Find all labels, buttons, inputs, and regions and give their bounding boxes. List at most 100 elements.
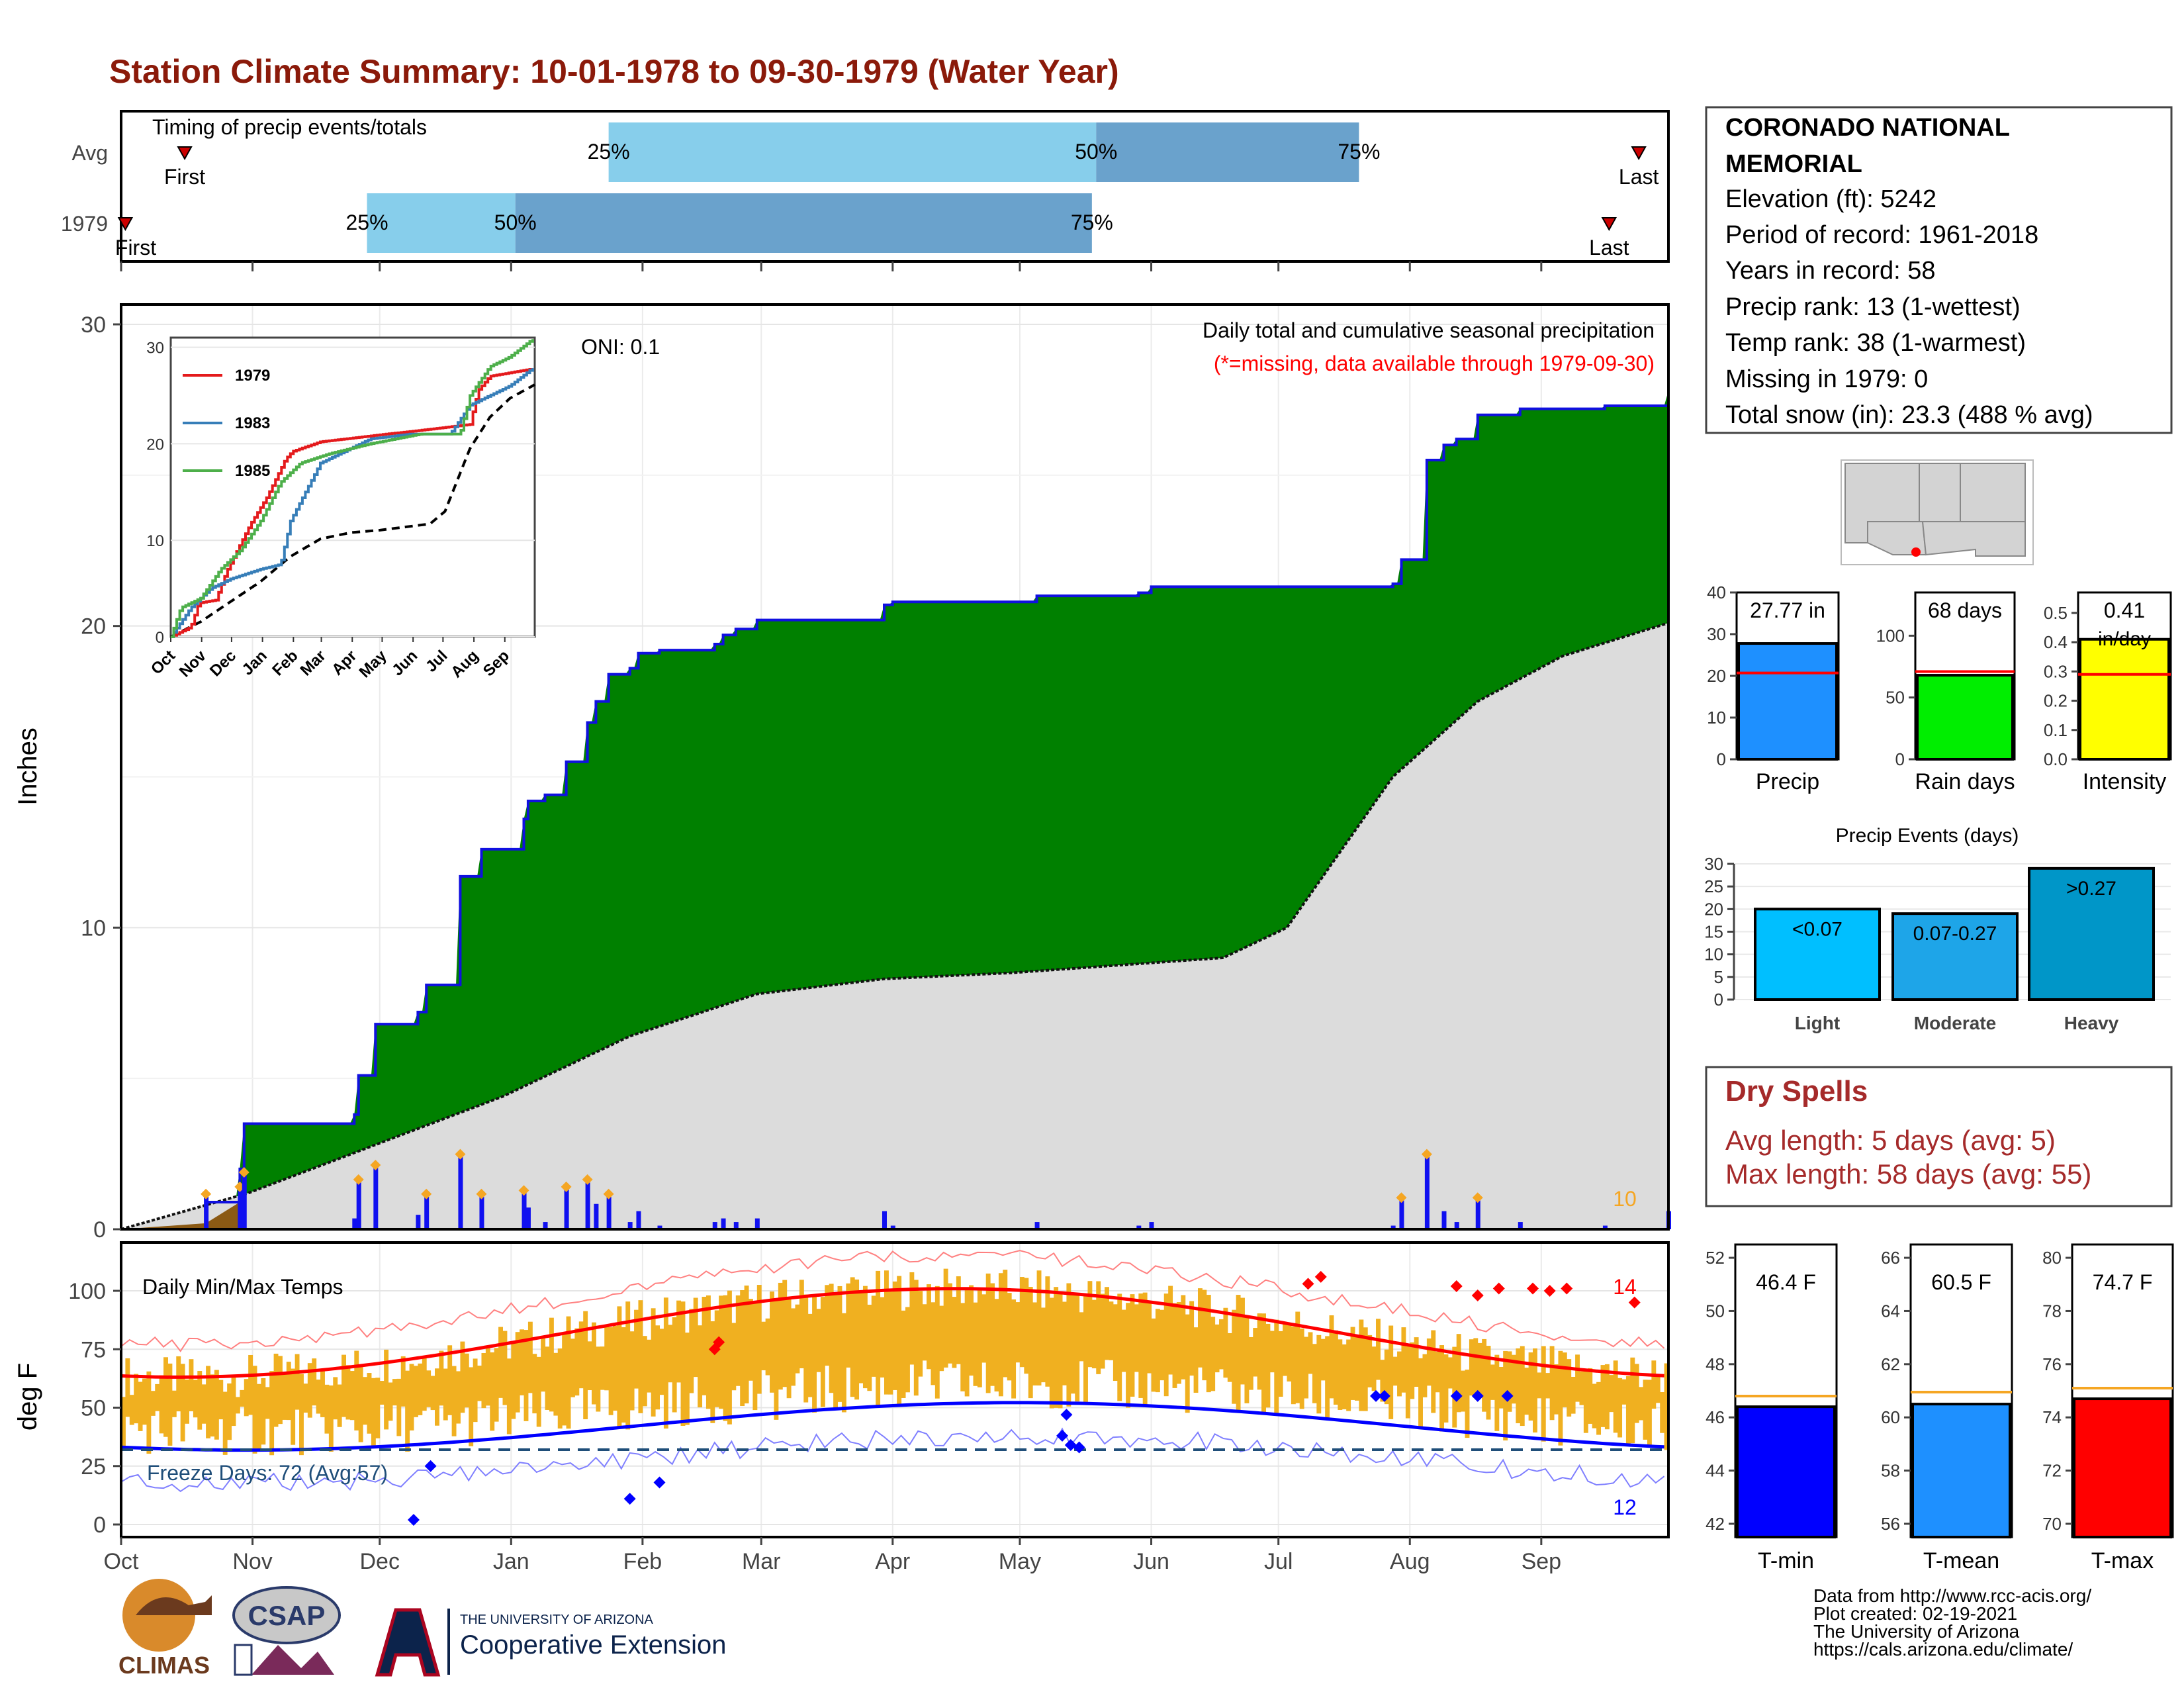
daily-temp-bar [1452, 1346, 1457, 1428]
climas-logo-figure [136, 1595, 212, 1615]
precip-header: Daily total and cumulative seasonal prec… [1203, 318, 1655, 342]
daily-temp-bar [1376, 1319, 1381, 1380]
daily-temp-bar [1045, 1276, 1050, 1387]
daily-temp-bar [1269, 1331, 1275, 1373]
daily-temp-bar [1439, 1345, 1445, 1432]
timing-bar-25-50 [608, 122, 1097, 182]
daily-precip-bar [352, 1218, 357, 1229]
daily-temp-bar [574, 1328, 580, 1396]
daily-temp-bar [655, 1325, 660, 1410]
csap-cloud-icon [232, 1586, 341, 1644]
daily-temp-bar [1257, 1313, 1262, 1390]
temp-ytick-label: 75 [81, 1337, 106, 1362]
climas-logo: CLIMAS [118, 1579, 212, 1679]
daily-temp-bar [990, 1283, 995, 1386]
daily-temp-bar [159, 1375, 164, 1434]
daily-temp-bar [1312, 1344, 1317, 1403]
daily-temp-bar [1465, 1370, 1470, 1438]
record-low-marker-icon [623, 1493, 636, 1505]
ua-logo-big-text: Cooperative Extension [460, 1630, 726, 1660]
daily-temp-bar [1426, 1338, 1432, 1386]
daily-temp-bar [816, 1309, 821, 1372]
daily-temp-bar [409, 1364, 414, 1430]
daily-temp-bar [1160, 1309, 1165, 1381]
daily-temp-bar [1320, 1338, 1326, 1381]
daily-temp-bar [439, 1350, 444, 1406]
record-low-marker-icon [1471, 1389, 1484, 1402]
daily-temp-bar [341, 1354, 346, 1417]
average-cumulative-area [121, 623, 1668, 1229]
daily-temp-bar [1549, 1346, 1555, 1421]
daily-temp-bar [146, 1371, 152, 1454]
daily-temp-bar [1062, 1301, 1067, 1385]
daily-temp-bar [570, 1338, 575, 1397]
daily-temp-bar [820, 1297, 825, 1407]
events-tick-label: 10 [1704, 945, 1723, 964]
record-low-marker-icon [1370, 1389, 1383, 1402]
heavy-event-marker-icon [421, 1188, 432, 1199]
events-title: Precip Events (days) [1836, 825, 2019, 847]
daily-precip-bar [1602, 1225, 1608, 1229]
event-count: 10 [1613, 1187, 1637, 1211]
inset-legend-label: 1983 [235, 414, 270, 432]
inset-series-line [171, 368, 534, 638]
daily-precip-bar [712, 1222, 717, 1229]
daily-precip-bar [543, 1222, 548, 1229]
daily-temp-bar [600, 1346, 605, 1390]
missing-note: (*=missing, data available through 1979-… [1214, 352, 1655, 375]
daily-precip-bar [1390, 1225, 1396, 1229]
heavy-event-marker-icon [1396, 1192, 1407, 1203]
daily-temp-bar [858, 1291, 864, 1383]
temp-bar-tick-label: 50 [1706, 1301, 1725, 1321]
small-bar-tick-label: 0.4 [2044, 632, 2068, 652]
daily-temp-bar [435, 1368, 439, 1426]
temp-bar-value [2073, 1397, 2172, 1538]
first-event-marker-icon [177, 146, 193, 161]
daily-temp-bar [927, 1284, 931, 1370]
daily-temp-bar [1316, 1335, 1322, 1414]
daily-temp-bar [176, 1356, 181, 1412]
daily-temp-bar [871, 1295, 876, 1377]
oni-label: ONI: 0.1 [581, 335, 660, 359]
timing-label: Timing of precip events/totals [152, 115, 427, 139]
daily-temp-bar [1367, 1335, 1373, 1387]
last-event-marker-icon [1601, 217, 1617, 232]
daily-temp-bar [1138, 1293, 1144, 1398]
daily-temp-bar [121, 1397, 126, 1448]
daily-temp-bar [651, 1308, 656, 1417]
daily-temp-bar [735, 1295, 741, 1386]
daily-temp-bar [252, 1366, 257, 1454]
daily-temp-bar [324, 1384, 330, 1434]
heavy-event-marker-icon [1472, 1192, 1483, 1203]
daily-temp-bar [1388, 1325, 1394, 1419]
daily-temp-bar [1418, 1358, 1423, 1429]
small-bar-tick-label: 30 [1707, 624, 1726, 644]
daily-temp-bar [1380, 1360, 1385, 1402]
inset-ytick-label: 20 [146, 436, 164, 453]
events-tick-label: 30 [1704, 854, 1723, 874]
daily-temp-bar [282, 1374, 287, 1420]
daily-temp-bar [320, 1369, 325, 1417]
heavy-event-marker-icon [370, 1160, 381, 1171]
daily-temp-bar [1431, 1330, 1436, 1413]
daily-temp-bar [1003, 1270, 1008, 1378]
event-bar-label: Light [1795, 1013, 1840, 1033]
freeze-days-text: Freeze Days: 72 (Avg:57) [147, 1461, 388, 1485]
daily-temp-bar [964, 1289, 970, 1397]
small-bar-tick-label: 40 [1707, 583, 1726, 602]
max-temp-record-count: 14 [1613, 1275, 1637, 1299]
daily-temp-bar [227, 1383, 232, 1440]
daily-temp-bar [1664, 1363, 1669, 1450]
daily-temp-bar [587, 1341, 592, 1391]
daily-temp-bar [850, 1277, 855, 1397]
daily-temp-bar [723, 1295, 728, 1421]
daily-temp-bar [1253, 1328, 1258, 1377]
daily-temp-bar [1333, 1330, 1338, 1405]
daily-temp-bar [1232, 1309, 1237, 1404]
daily-temp-bar [1516, 1348, 1521, 1424]
daily-temp-bar [1613, 1360, 1618, 1433]
csap-logo-text: CSAP [248, 1600, 326, 1631]
daily-temp-bar [1274, 1319, 1279, 1416]
daily-temp-bar [676, 1300, 682, 1383]
daily-temp-bar [1142, 1292, 1148, 1407]
